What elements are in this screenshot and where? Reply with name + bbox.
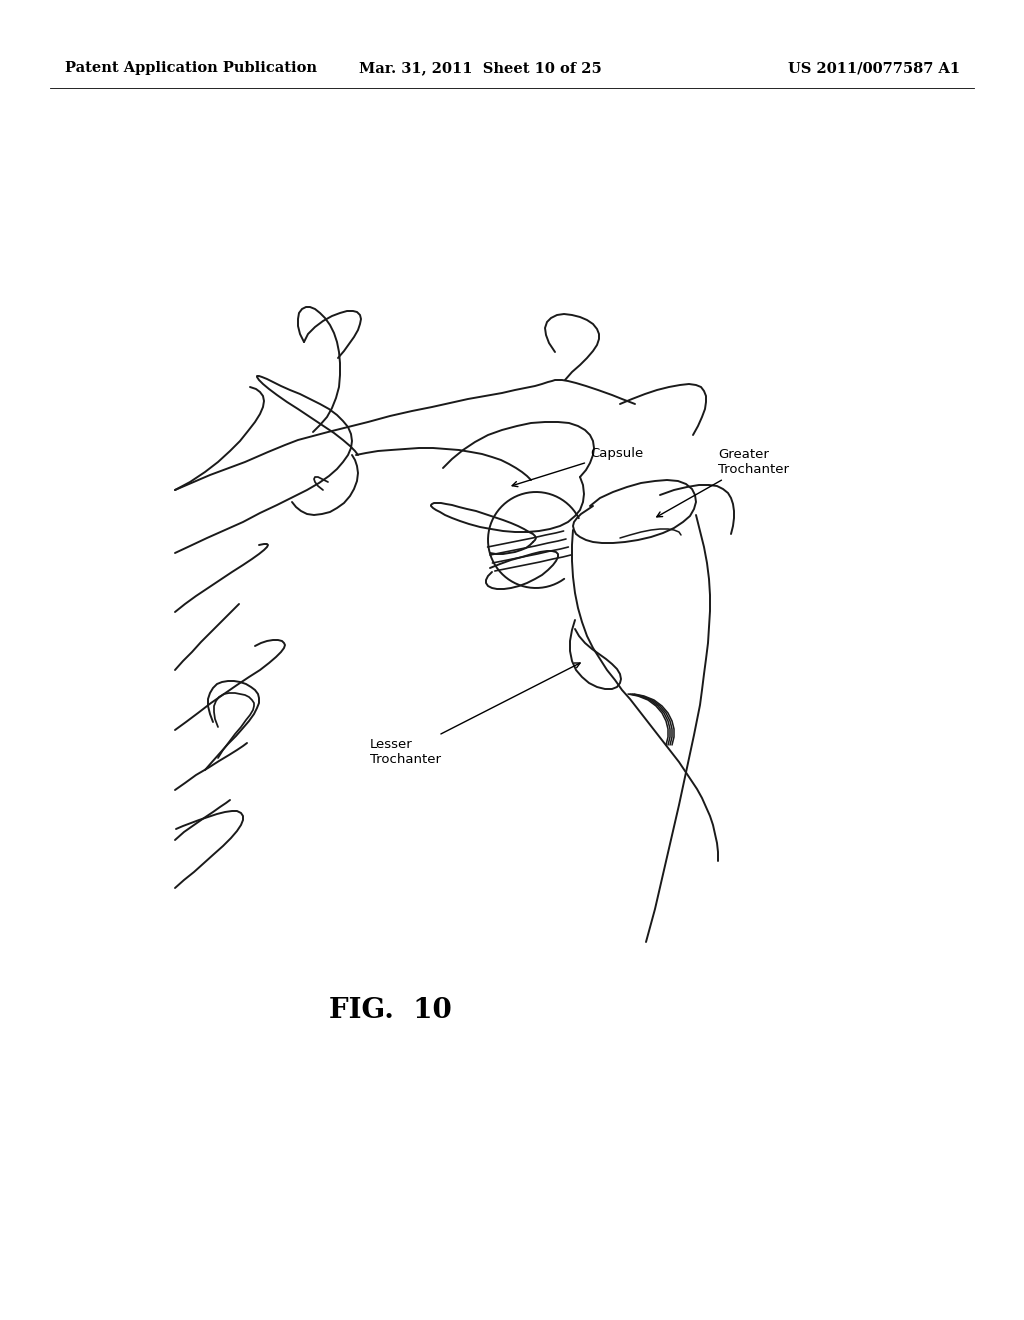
Text: Patent Application Publication: Patent Application Publication — [65, 61, 317, 75]
Text: FIG.  10: FIG. 10 — [329, 997, 452, 1023]
Text: Lesser
Trochanter: Lesser Trochanter — [370, 663, 581, 766]
Text: Greater
Trochanter: Greater Trochanter — [656, 447, 790, 517]
Text: Capsule: Capsule — [512, 446, 643, 487]
Text: US 2011/0077587 A1: US 2011/0077587 A1 — [787, 61, 961, 75]
Text: Mar. 31, 2011  Sheet 10 of 25: Mar. 31, 2011 Sheet 10 of 25 — [358, 61, 601, 75]
